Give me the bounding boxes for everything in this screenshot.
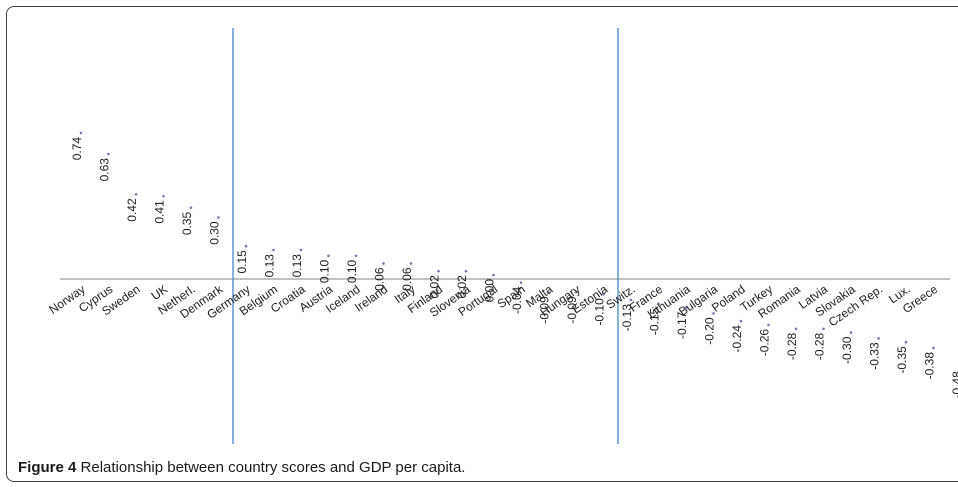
data-label-3: 0.42 — [125, 198, 139, 222]
data-point-25 — [740, 320, 743, 323]
data-point-16 — [492, 274, 495, 277]
data-label-28: -0.28 — [813, 332, 827, 360]
data-label-10: 0.10 — [318, 259, 332, 283]
data-point-1 — [80, 132, 83, 135]
data-point-12 — [382, 262, 385, 265]
data-point-3 — [135, 193, 138, 196]
data-point-4 — [162, 195, 165, 198]
data-label-31: -0.35 — [895, 346, 909, 374]
data-label-27: -0.28 — [785, 332, 799, 360]
data-point-13 — [410, 262, 413, 265]
data-point-2 — [107, 153, 110, 156]
data-label-24: -0.20 — [703, 317, 717, 345]
data-label-33: -0.48 — [950, 371, 958, 399]
data-point-14 — [437, 270, 440, 273]
data-label-9: 0.13 — [290, 254, 304, 278]
data-label-1: 0.74 — [70, 137, 84, 161]
data-label-8: 0.13 — [263, 254, 277, 278]
caption-label: Figure 4 — [18, 459, 76, 476]
data-label-4: 0.41 — [153, 200, 167, 224]
data-point-30 — [877, 337, 880, 340]
data-point-26 — [767, 324, 770, 327]
data-point-28 — [822, 327, 825, 330]
data-label-6: 0.30 — [208, 221, 222, 245]
data-point-10 — [327, 255, 330, 258]
data-point-32 — [932, 347, 935, 350]
data-label-29: -0.30 — [840, 336, 854, 364]
data-label-11: 0.10 — [345, 259, 359, 283]
data-label-7: 0.15 — [235, 250, 249, 274]
data-point-9 — [300, 249, 303, 252]
figure-caption: Figure 4 Relationship between country sc… — [18, 459, 465, 476]
data-label-26: -0.26 — [758, 329, 772, 357]
data-point-29 — [850, 331, 853, 334]
data-point-5 — [190, 207, 193, 210]
chart: 0.74 0.63 0.42 0.41 0.35 0.30 0.15 0.13 0.13 0.10… — [0, 0, 958, 456]
data-point-27 — [795, 327, 798, 330]
data-point-11 — [355, 255, 358, 258]
data-label-30: -0.33 — [868, 342, 882, 370]
data-label-32: -0.38 — [923, 352, 937, 380]
data-label-25: -0.24 — [730, 325, 744, 353]
caption-text: Relationship between country scores and … — [81, 459, 466, 476]
data-point-7 — [245, 245, 248, 248]
data-point-8 — [272, 249, 275, 252]
data-point-31 — [905, 341, 908, 344]
data-label-5: 0.35 — [180, 211, 194, 235]
data-point-15 — [465, 270, 468, 273]
data-point-6 — [217, 216, 220, 219]
data-label-2: 0.63 — [98, 158, 112, 182]
